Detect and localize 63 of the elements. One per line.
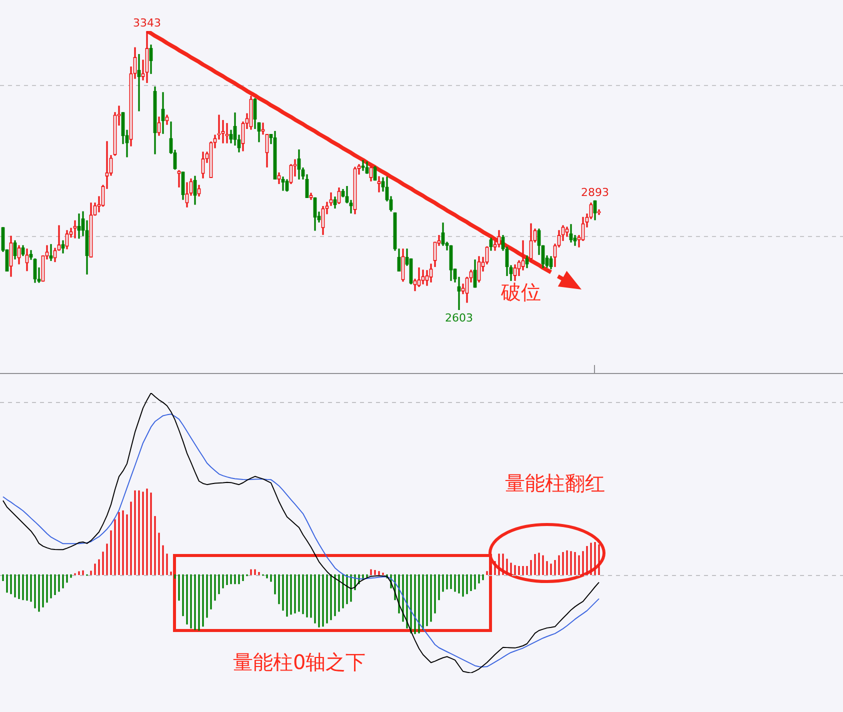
candlestick — [253, 98, 257, 129]
candlestick — [249, 96, 253, 130]
candlestick — [513, 264, 517, 281]
candlestick — [153, 86, 157, 154]
candlestick — [421, 270, 425, 284]
candlestick — [197, 184, 201, 196]
candlestick — [277, 172, 281, 184]
candlestick — [273, 130, 277, 180]
candlestick — [77, 214, 81, 239]
candlestick — [177, 170, 181, 188]
candlestick — [593, 200, 597, 220]
candlestick — [65, 230, 69, 250]
candlestick — [549, 256, 553, 270]
candlestick — [353, 166, 357, 214]
candlestick — [21, 245, 25, 256]
candlestick — [181, 172, 185, 200]
candlestick — [321, 206, 325, 235]
candlestick — [229, 130, 233, 144]
candlestick — [417, 267, 421, 287]
candlestick — [313, 197, 317, 231]
candlestick — [157, 116, 161, 136]
candlestick — [281, 176, 285, 191]
candlestick — [525, 255, 529, 268]
candlestick — [285, 179, 289, 192]
candlestick — [497, 230, 501, 248]
annotation: 3343 — [133, 16, 161, 30]
candlestick — [489, 238, 493, 251]
candlestick — [137, 54, 141, 112]
annotation: 破位 — [500, 280, 541, 304]
annotation: 2603 — [445, 311, 473, 324]
candlestick — [473, 260, 477, 288]
candlestick — [17, 245, 21, 264]
candlestick — [165, 114, 169, 125]
annotation: 量能柱翻红 — [505, 471, 605, 496]
candlestick — [477, 256, 481, 282]
candlestick — [401, 248, 405, 282]
candlestick — [565, 226, 569, 237]
candlestick — [333, 196, 337, 209]
candlestick — [13, 240, 17, 260]
candlestick — [369, 166, 373, 182]
annotation: 量能柱0轴之下 — [233, 650, 366, 674]
candlestick — [201, 152, 205, 178]
candlestick — [9, 236, 13, 277]
candlestick — [89, 202, 93, 258]
candlestick — [597, 209, 601, 215]
candlestick — [185, 182, 189, 208]
candlestick — [365, 162, 369, 174]
candlestick — [161, 92, 165, 134]
candlestick — [377, 176, 381, 192]
candlestick — [225, 123, 229, 144]
candlestick — [373, 166, 377, 181]
candlestick — [413, 278, 417, 292]
candlestick — [61, 240, 65, 254]
candlestick — [193, 176, 197, 205]
candlestick — [337, 188, 341, 204]
candlestick — [73, 220, 77, 238]
candlestick — [361, 160, 365, 171]
candlestick — [449, 245, 453, 281]
candlestick — [529, 223, 533, 262]
annotation: 2893 — [581, 186, 609, 200]
candlestick — [309, 192, 313, 200]
candlestick — [25, 248, 29, 272]
candlestick — [429, 264, 433, 282]
